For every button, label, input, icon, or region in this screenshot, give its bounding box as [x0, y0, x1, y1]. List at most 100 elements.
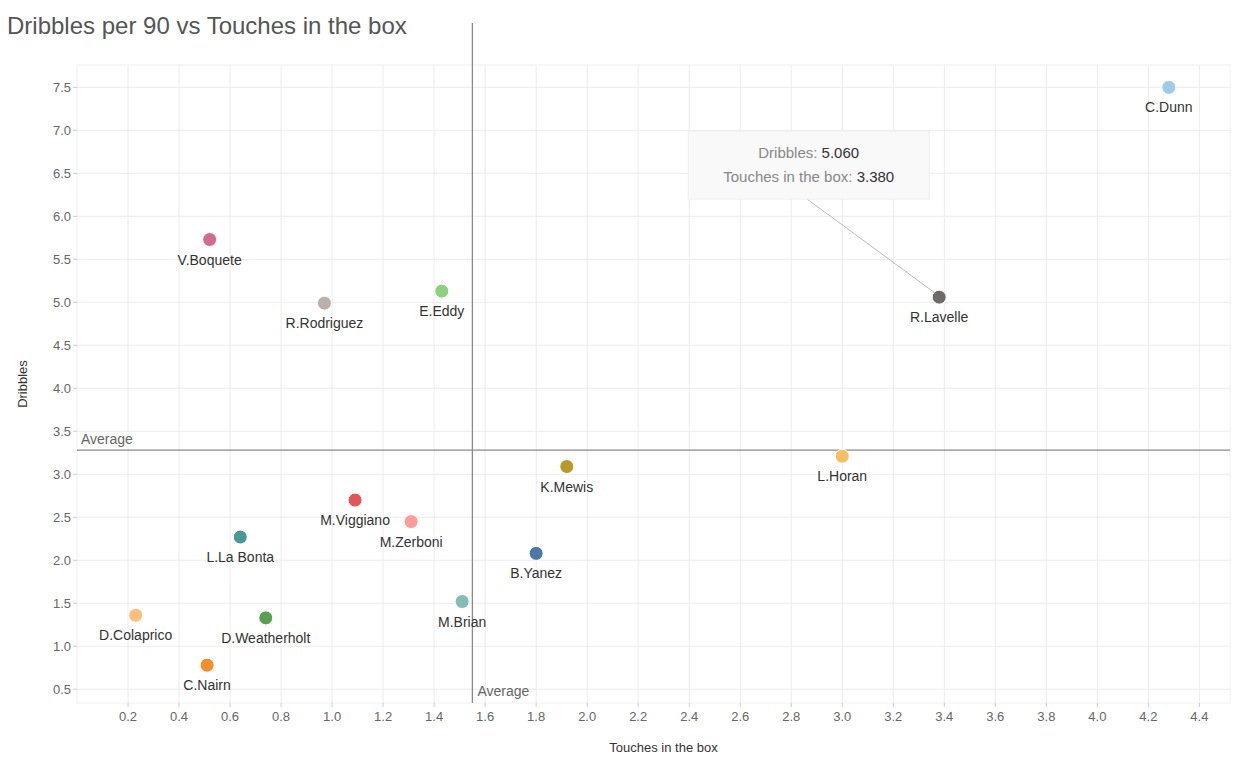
x-tick	[995, 703, 996, 707]
point	[348, 493, 362, 507]
point-label: R.Rodriguez	[286, 315, 364, 331]
x-grid-line	[536, 65, 537, 703]
chart: Dribbles per 90 vs Touches in the box0.2…	[0, 0, 1237, 766]
y-grid-line	[77, 689, 1230, 690]
y-tick-label: 0.5	[53, 682, 71, 697]
title: Dribbles per 90 vs Touches in the box	[7, 12, 407, 39]
x-tick-label: 2.6	[731, 709, 749, 724]
point	[129, 608, 143, 622]
x-tick	[1148, 703, 1149, 707]
x-tick-label: 0.4	[170, 709, 188, 724]
x-grid-line	[485, 65, 486, 703]
x-tick	[536, 703, 537, 707]
x-tick	[689, 703, 690, 707]
x-tick-label: 3.4	[935, 709, 953, 724]
y-tick	[73, 302, 77, 303]
point-label: D.Weatherholt	[221, 630, 310, 646]
tooltip-line: Dribbles: 5.060	[758, 144, 859, 161]
x-grid-line	[995, 65, 996, 703]
y-tick	[73, 259, 77, 260]
x-tick	[638, 703, 639, 707]
point-label: R.Lavelle	[910, 309, 969, 325]
x-tick	[230, 703, 231, 707]
y-tick	[73, 173, 77, 174]
y-tick-label: 1.5	[53, 596, 71, 611]
average-label: Average	[477, 683, 529, 699]
tooltip-line: Touches in the box: 3.380	[723, 168, 894, 185]
x-tick	[281, 703, 282, 707]
point	[317, 296, 331, 310]
y-tick	[73, 431, 77, 432]
x-tick	[383, 703, 384, 707]
x-grid-line	[638, 65, 639, 703]
x-tick-label: 1.4	[425, 709, 443, 724]
x-grid-line	[944, 65, 945, 703]
y-grid-line	[77, 388, 1230, 389]
x-tick-label: 4.0	[1088, 709, 1106, 724]
x-tick	[434, 703, 435, 707]
x-tick-label: 1.6	[476, 709, 494, 724]
x-tick	[1199, 703, 1200, 707]
grid	[77, 65, 1230, 703]
tooltip-leader	[807, 199, 935, 293]
x-tick-label: 4.2	[1139, 709, 1157, 724]
y-tick	[73, 474, 77, 475]
y-grid-line	[77, 216, 1230, 217]
x-tick-label: 2.8	[782, 709, 800, 724]
y-tick	[73, 345, 77, 346]
x-tick	[1097, 703, 1098, 707]
x-axis-title: Touches in the box	[609, 740, 718, 755]
y-tick	[73, 517, 77, 518]
x-tick-label: 1.0	[323, 709, 341, 724]
point-label: L.La Bonta	[206, 549, 274, 565]
point	[1162, 80, 1176, 94]
y-axis-title: Dribbles	[15, 360, 30, 408]
point-label: L.Horan	[817, 468, 867, 484]
x-tick	[179, 703, 180, 707]
x-grid-line	[128, 65, 129, 703]
y-tick	[73, 87, 77, 88]
x-tick-label: 3.6	[986, 709, 1004, 724]
y-tick-label: 3.0	[53, 467, 71, 482]
y-grid-line	[77, 517, 1230, 518]
tooltip-value: 5.060	[822, 144, 860, 161]
x-tick	[740, 703, 741, 707]
x-grid-line	[383, 65, 384, 703]
y-tick	[73, 216, 77, 217]
y-tick-label: 1.0	[53, 639, 71, 654]
y-tick-label: 3.5	[53, 424, 71, 439]
y-grid-line	[77, 130, 1230, 131]
point-label: V.Boquete	[178, 252, 242, 268]
x-tick-label: 3.0	[833, 709, 851, 724]
point	[835, 449, 849, 463]
x-tick-label: 0.8	[272, 709, 290, 724]
tooltip-label: Touches in the box:	[723, 168, 856, 185]
y-grid-line	[77, 259, 1230, 260]
plot-frame	[77, 65, 1230, 703]
x-tick-label: 0.6	[221, 709, 239, 724]
x-tick-label: 2.0	[578, 709, 596, 724]
x-tick	[332, 703, 333, 707]
point	[203, 233, 217, 247]
x-grid-line	[332, 65, 333, 703]
x-tick	[587, 703, 588, 707]
y-tick-label: 6.5	[53, 166, 71, 181]
y-tick	[73, 560, 77, 561]
y-tick-label: 5.5	[53, 252, 71, 267]
point	[455, 595, 469, 609]
y-grid-line	[77, 173, 1230, 174]
y-grid-line	[77, 646, 1230, 647]
x-tick-label: 3.8	[1037, 709, 1055, 724]
y-tick-label: 2.0	[53, 553, 71, 568]
point	[200, 658, 214, 672]
point-label: E.Eddy	[419, 303, 464, 319]
point-label: C.Dunn	[1145, 99, 1192, 115]
x-grid-line	[1199, 65, 1200, 703]
y-grid-line	[77, 474, 1230, 475]
y-tick-label: 7.0	[53, 123, 71, 138]
point	[529, 546, 543, 560]
x-grid-line	[1046, 65, 1047, 703]
x-tick-label: 4.4	[1190, 709, 1208, 724]
point-label: M.Brian	[438, 614, 486, 630]
y-tick	[73, 130, 77, 131]
